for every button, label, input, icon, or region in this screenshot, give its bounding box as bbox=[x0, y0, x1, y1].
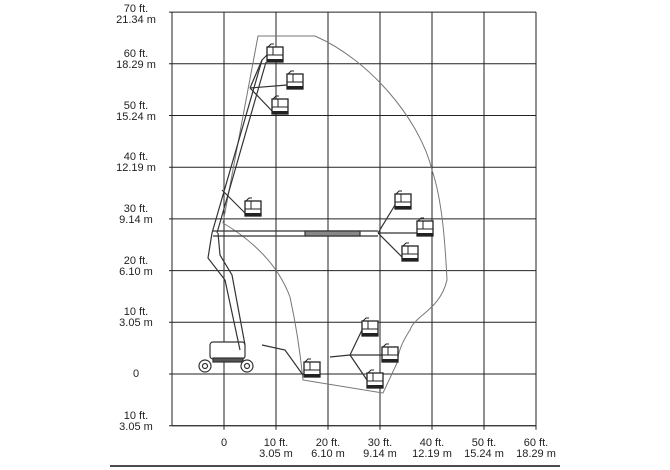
y-tick-label: 40 ft. 12.19 m bbox=[108, 152, 164, 174]
riser-boom bbox=[207, 232, 246, 351]
y-tick-label: 50 ft. 15.24 m bbox=[108, 99, 164, 123]
y-tick-ft: 10 ft. bbox=[123, 306, 149, 319]
platform-basket bbox=[394, 190, 412, 210]
grid bbox=[169, 11, 537, 430]
platforms bbox=[244, 43, 434, 389]
x-tick-m: 3.05 m bbox=[259, 448, 293, 460]
y-tick-m: 15.24 m bbox=[116, 110, 156, 123]
x-tick-label: 40 ft. 12.19 m bbox=[407, 438, 457, 460]
main-boom-raised bbox=[211, 59, 267, 234]
x-tick-ft: 20 ft. bbox=[315, 437, 341, 449]
x-tick-ft: 40 ft. bbox=[419, 437, 445, 449]
wheel-front bbox=[240, 359, 254, 373]
wheel-rear bbox=[198, 359, 212, 373]
y-tick-m: 12.19 m bbox=[116, 162, 156, 175]
y-tick-ft: 0 bbox=[132, 368, 140, 380]
y-tick-label: 0 bbox=[108, 369, 164, 380]
y-tick-m: 6.10 m bbox=[119, 265, 153, 278]
y-tick-ft: 50 ft. bbox=[123, 99, 149, 112]
y-tick-ft: 30 ft. bbox=[123, 202, 149, 215]
x-tick-m: 18.29 m bbox=[516, 448, 556, 460]
y-tick-m: 3.05 m bbox=[119, 317, 153, 330]
x-tick-m: 6.10 m bbox=[311, 448, 345, 460]
x-tick-ft: 0 bbox=[220, 437, 228, 449]
platform-basket bbox=[416, 217, 434, 237]
y-tick-m: 21.34 m bbox=[116, 14, 156, 27]
x-tick-m: 15.24 m bbox=[464, 448, 504, 460]
y-tick-label: 10 ft. 3.05 m bbox=[108, 409, 164, 433]
platform-basket bbox=[244, 197, 262, 217]
platform-basket bbox=[271, 95, 289, 115]
platform-basket bbox=[266, 43, 284, 63]
x-tick-m: 12.19 m bbox=[412, 448, 452, 460]
y-tick-label: 20 ft. 6.10 m bbox=[108, 254, 164, 278]
platform-basket bbox=[303, 358, 321, 378]
jib-booms bbox=[221, 51, 417, 381]
y-tick-ft: 10 ft. bbox=[123, 409, 149, 422]
x-tick-ft: 50 ft. bbox=[471, 437, 497, 449]
y-tick-ft: 40 ft. bbox=[123, 151, 149, 164]
platform-basket bbox=[401, 242, 419, 262]
working-envelope bbox=[222, 35, 448, 394]
boom-lift-machine bbox=[198, 51, 417, 381]
x-tick-label: 20 ft. 6.10 m bbox=[303, 438, 353, 460]
chassis bbox=[209, 341, 246, 360]
platform-basket bbox=[366, 369, 384, 389]
x-tick-label: 60 ft. 18.29 m bbox=[511, 438, 561, 460]
x-tick-label: 0 bbox=[199, 438, 249, 449]
platform-basket bbox=[286, 70, 304, 90]
y-tick-label: 70 ft. 21.34 m bbox=[108, 4, 164, 26]
x-tick-ft: 30 ft. bbox=[367, 437, 393, 449]
x-tick-label: 10 ft. 3.05 m bbox=[251, 438, 301, 460]
y-tick-m: 3.05 m bbox=[119, 420, 153, 433]
y-tick-label: 60 ft. 18.29 m bbox=[108, 47, 164, 71]
platform-basket bbox=[381, 343, 399, 363]
platform-basket bbox=[361, 317, 379, 337]
y-tick-ft: 70 ft. bbox=[123, 3, 149, 16]
y-tick-label: 10 ft. 3.05 m bbox=[108, 307, 164, 329]
y-tick-label: 30 ft. 9.14 m bbox=[108, 202, 164, 226]
x-tick-label: 50 ft. 15.24 m bbox=[459, 438, 509, 460]
x-tick-m: 9.14 m bbox=[363, 448, 397, 460]
y-tick-ft: 20 ft. bbox=[123, 254, 149, 267]
x-tick-ft: 10 ft. bbox=[263, 437, 289, 449]
y-tick-ft: 60 ft. bbox=[123, 47, 149, 60]
x-tick-label: 30 ft. 9.14 m bbox=[355, 438, 405, 460]
y-tick-m: 9.14 m bbox=[119, 213, 153, 226]
x-tick-ft: 60 ft. bbox=[523, 437, 549, 449]
y-tick-m: 18.29 m bbox=[116, 58, 156, 71]
